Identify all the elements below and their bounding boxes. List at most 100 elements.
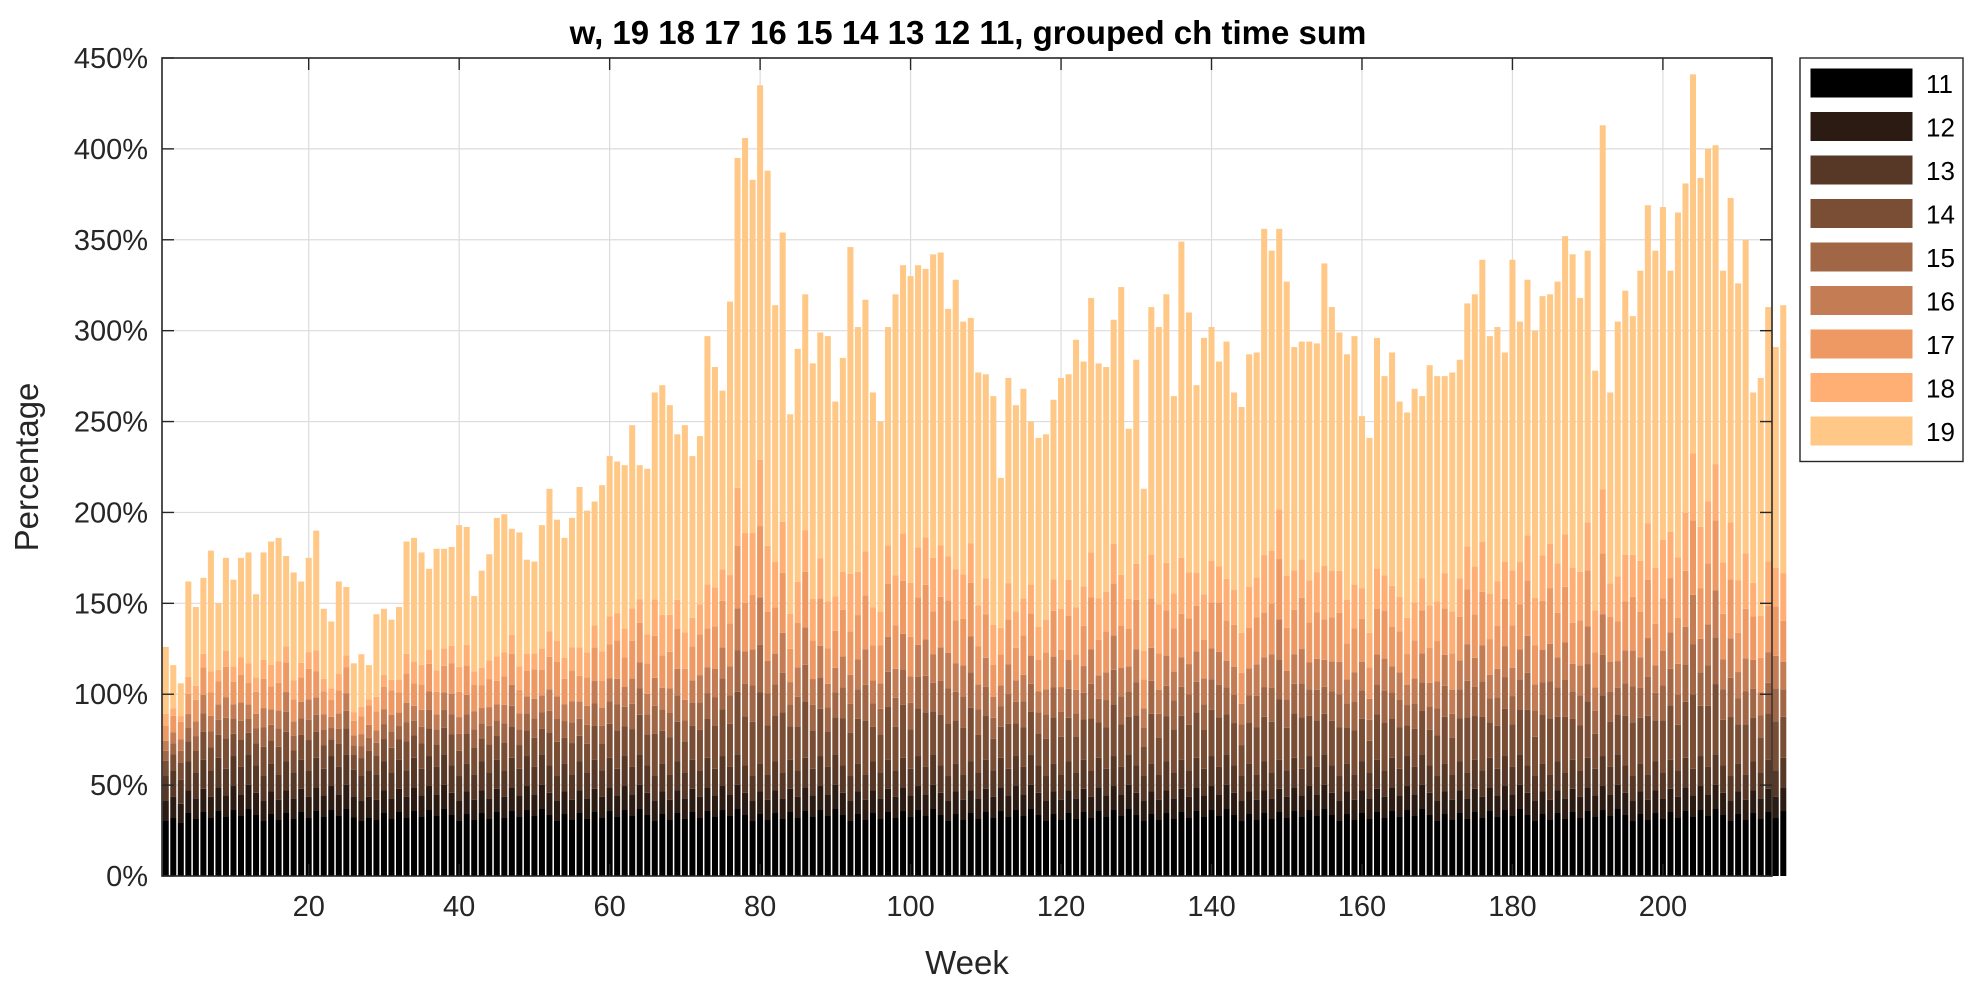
bar-week-30-series-12 bbox=[380, 790, 387, 814]
bar-week-62-series-15 bbox=[621, 706, 628, 727]
bar-week-163-series-17 bbox=[1381, 610, 1388, 659]
bar-week-211-series-14 bbox=[1742, 724, 1749, 775]
bar-week-79-series-17 bbox=[749, 595, 756, 650]
bar-week-29-series-11 bbox=[373, 820, 380, 876]
bar-week-1-series-14 bbox=[162, 760, 169, 777]
bar-week-149-series-14 bbox=[1276, 699, 1283, 760]
bar-week-59-series-18 bbox=[599, 651, 606, 681]
bar-week-163-series-13 bbox=[1381, 770, 1388, 797]
bar-week-94-series-15 bbox=[862, 684, 869, 721]
bar-week-196-series-12 bbox=[1629, 801, 1636, 822]
bar-week-154-series-19 bbox=[1313, 343, 1320, 573]
bar-week-175-series-18 bbox=[1471, 566, 1478, 615]
bar-week-17-series-15 bbox=[283, 711, 290, 732]
bar-week-163-series-14 bbox=[1381, 722, 1388, 771]
bar-week-176-series-13 bbox=[1479, 770, 1486, 797]
bar-week-25-series-17 bbox=[343, 667, 350, 694]
bar-week-114-series-13 bbox=[1012, 756, 1019, 787]
bar-week-157-series-11 bbox=[1336, 821, 1343, 876]
bar-week-18-series-11 bbox=[290, 819, 297, 876]
bar-week-189-series-16 bbox=[1577, 665, 1584, 696]
bar-week-126-series-12 bbox=[1103, 795, 1110, 818]
bar-week-112-series-16 bbox=[997, 685, 1004, 707]
bar-week-68-series-18 bbox=[666, 614, 673, 652]
bar-week-215-series-16 bbox=[1772, 655, 1779, 689]
bar-week-2-series-12 bbox=[170, 796, 177, 819]
bar-week-166-series-12 bbox=[1404, 786, 1411, 811]
bar-week-50-series-15 bbox=[531, 718, 538, 738]
bar-week-191-series-18 bbox=[1592, 610, 1599, 653]
bar-week-10-series-19 bbox=[230, 579, 237, 667]
bar-week-84-series-15 bbox=[787, 704, 794, 727]
bar-week-58-series-16 bbox=[591, 681, 598, 704]
bar-week-62-series-19 bbox=[621, 465, 628, 629]
bar-week-17-series-16 bbox=[283, 692, 290, 712]
bar-week-150-series-14 bbox=[1283, 727, 1290, 771]
bar-week-18-series-15 bbox=[290, 735, 297, 751]
bar-week-40-series-14 bbox=[456, 750, 463, 777]
bar-week-214-series-19 bbox=[1765, 307, 1772, 562]
bar-week-1-series-19 bbox=[162, 646, 169, 714]
bar-week-181-series-13 bbox=[1516, 754, 1523, 785]
bar-week-140-series-15 bbox=[1208, 679, 1215, 710]
bar-week-83-series-14 bbox=[779, 712, 786, 773]
bar-week-96-series-11 bbox=[877, 819, 884, 876]
bar-week-142-series-12 bbox=[1223, 784, 1230, 810]
bar-week-176-series-17 bbox=[1479, 591, 1486, 646]
bar-week-163-series-16 bbox=[1381, 658, 1388, 691]
bar-week-168-series-12 bbox=[1419, 784, 1426, 810]
bar-week-136-series-15 bbox=[1178, 686, 1185, 716]
bar-week-15-series-16 bbox=[268, 709, 275, 725]
bar-week-178-series-17 bbox=[1494, 626, 1501, 669]
bar-week-77-series-14 bbox=[734, 691, 741, 755]
bar-week-185-series-17 bbox=[1547, 588, 1554, 644]
bar-week-210-series-17 bbox=[1735, 632, 1742, 673]
bar-week-194-series-15 bbox=[1614, 687, 1621, 715]
bar-week-150-series-12 bbox=[1283, 796, 1290, 819]
bar-week-101-series-14 bbox=[915, 708, 922, 757]
bar-week-28-series-16 bbox=[365, 724, 372, 738]
bar-week-124-series-15 bbox=[1088, 683, 1095, 719]
bar-week-26-series-13 bbox=[350, 769, 357, 797]
bar-week-153-series-13 bbox=[1306, 756, 1313, 787]
bar-week-47-series-16 bbox=[508, 684, 515, 706]
bar-week-132-series-18 bbox=[1148, 554, 1155, 599]
bar-week-141-series-13 bbox=[1216, 766, 1223, 795]
bar-week-184-series-16 bbox=[1539, 649, 1546, 683]
bar-week-213-series-15 bbox=[1757, 715, 1764, 739]
bar-week-47-series-13 bbox=[508, 757, 515, 788]
bar-week-98-series-11 bbox=[892, 818, 899, 876]
bar-week-115-series-18 bbox=[1020, 598, 1027, 636]
bar-week-93-series-17 bbox=[854, 615, 861, 660]
bar-week-118-series-18 bbox=[1042, 619, 1050, 653]
bar-week-139-series-16 bbox=[1200, 678, 1207, 705]
bar-week-82-series-14 bbox=[772, 715, 779, 762]
bar-week-214-series-12 bbox=[1765, 788, 1772, 813]
bar-week-95-series-13 bbox=[869, 761, 876, 791]
bar-week-51-series-17 bbox=[538, 670, 545, 696]
bar-week-141-series-14 bbox=[1216, 717, 1223, 767]
bar-week-98-series-19 bbox=[892, 294, 899, 576]
bar-week-8-series-17 bbox=[215, 681, 222, 705]
bar-week-12-series-14 bbox=[245, 732, 252, 755]
bar-week-141-series-12 bbox=[1216, 794, 1223, 817]
bar-week-143-series-11 bbox=[1231, 815, 1238, 876]
bar-week-104-series-15 bbox=[937, 680, 944, 715]
bar-week-207-series-13 bbox=[1712, 754, 1719, 785]
bar-week-134-series-19 bbox=[1163, 294, 1170, 563]
bar-week-156-series-13 bbox=[1328, 765, 1335, 793]
y-tick-label: 300% bbox=[74, 316, 148, 348]
bar-week-74-series-11 bbox=[711, 817, 718, 876]
bar-week-18-series-14 bbox=[290, 750, 297, 773]
bar-week-197-series-12 bbox=[1637, 791, 1644, 815]
bar-week-164-series-15 bbox=[1389, 692, 1396, 719]
bar-week-201-series-15 bbox=[1667, 668, 1674, 706]
bar-week-21-series-13 bbox=[313, 757, 320, 788]
bar-week-179-series-19 bbox=[1501, 352, 1508, 562]
bar-week-124-series-18 bbox=[1088, 552, 1095, 598]
bar-week-105-series-16 bbox=[945, 652, 952, 689]
bar-week-126-series-11 bbox=[1103, 817, 1110, 876]
bar-week-162-series-15 bbox=[1374, 684, 1381, 715]
bar-week-17-series-11 bbox=[283, 813, 290, 876]
bar-week-200-series-18 bbox=[1659, 539, 1666, 599]
